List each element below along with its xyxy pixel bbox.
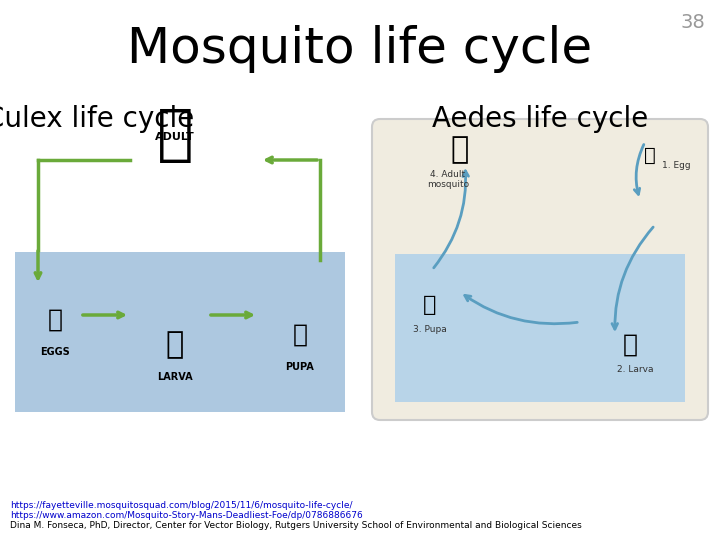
Text: 🪱: 🪱: [623, 333, 637, 357]
Text: Dina M. Fonseca, PhD, Director, Center for Vector Biology, Rutgers University Sc: Dina M. Fonseca, PhD, Director, Center f…: [10, 521, 582, 530]
Text: Aedes life cycle: Aedes life cycle: [432, 105, 648, 133]
Text: 🥚: 🥚: [48, 308, 63, 332]
Text: Culex life cycle: Culex life cycle: [0, 105, 194, 133]
FancyBboxPatch shape: [372, 119, 708, 420]
Text: Mosquito life cycle: Mosquito life cycle: [127, 25, 593, 73]
Text: PUPA: PUPA: [286, 362, 315, 372]
FancyBboxPatch shape: [395, 254, 685, 402]
Text: 🦐: 🦐: [292, 323, 307, 347]
Text: 🦐: 🦐: [423, 295, 437, 315]
Text: 3. Pupa: 3. Pupa: [413, 325, 447, 334]
Text: 2. Larva: 2. Larva: [617, 365, 653, 374]
Text: https://fayetteville.mosquitosquad.com/blog/2015/11/6/mosquito-life-cycle/: https://fayetteville.mosquitosquad.com/b…: [10, 501, 353, 510]
Text: 🪱: 🪱: [166, 330, 184, 360]
Text: 4. Adult
mosquito: 4. Adult mosquito: [427, 170, 469, 190]
Text: ADULT: ADULT: [155, 132, 195, 142]
FancyBboxPatch shape: [15, 252, 345, 412]
Text: 🦟: 🦟: [451, 136, 469, 165]
Text: 🦟: 🦟: [157, 106, 193, 165]
Text: LARVA: LARVA: [157, 372, 193, 382]
Text: 🥚: 🥚: [644, 145, 656, 165]
Text: https://www.amazon.com/Mosquito-Story-Mans-Deadliest-Foe/dp/0786886676: https://www.amazon.com/Mosquito-Story-Ma…: [10, 511, 363, 520]
Text: 1. Egg: 1. Egg: [662, 160, 690, 170]
Text: EGGS: EGGS: [40, 347, 70, 357]
Text: 38: 38: [680, 13, 705, 32]
